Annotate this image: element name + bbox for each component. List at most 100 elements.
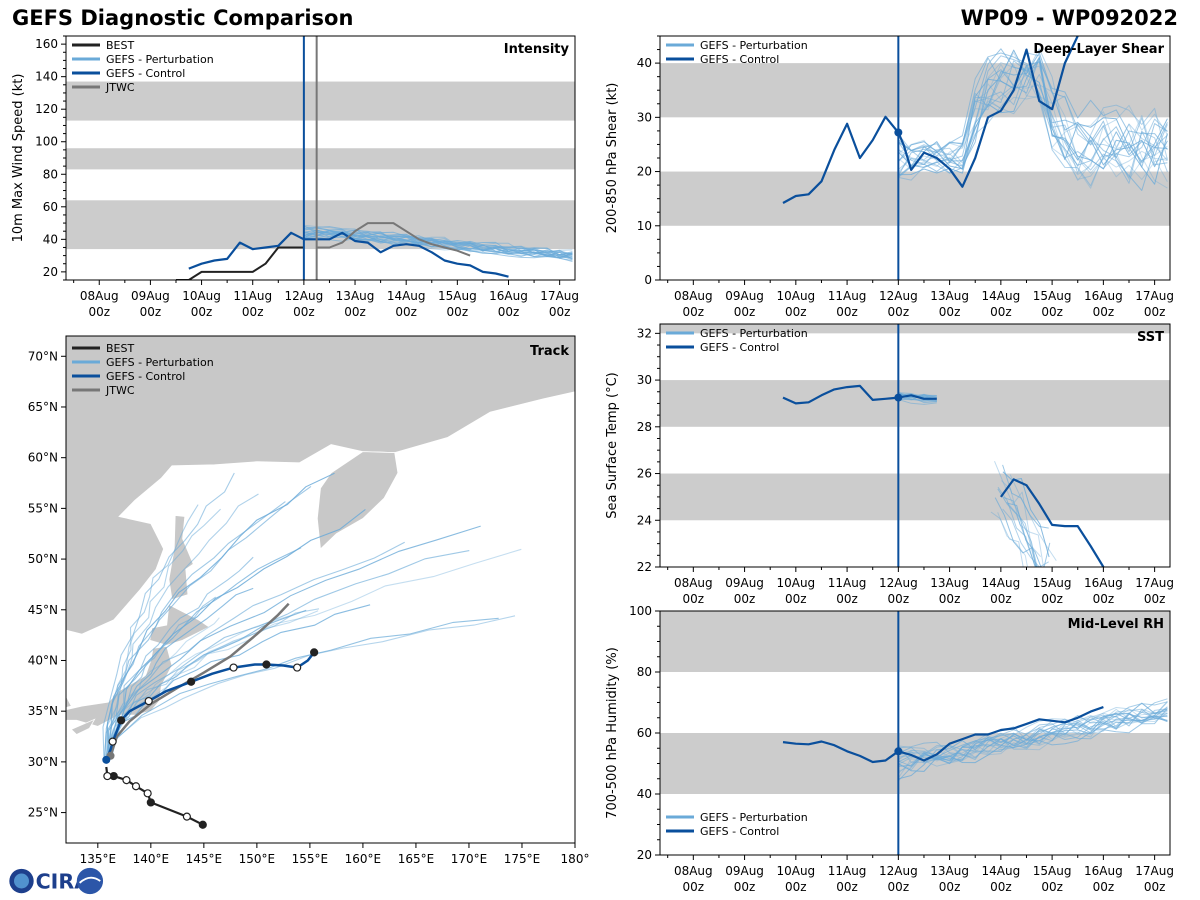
rh-xtick-date: 11Aug [828,864,867,878]
sst-legend-label: GEFS - Perturbation [700,327,808,340]
shear-ensemble-member [897,48,1168,177]
shear-ensemble-member [897,64,1168,180]
rh-xtick-hour: 00z [1041,880,1063,894]
track-ytick-label: 40°N [28,653,58,667]
rh-xtick-date: 08Aug [674,864,713,878]
intensity-xtick-date: 11Aug [233,289,272,303]
intensity-legend-label: JTWC [105,81,135,94]
intensity-legend-label: GEFS - Perturbation [106,53,214,66]
intensity-xtick-hour: 00z [447,305,469,319]
shear-ytick-label: 40 [637,56,652,70]
track-xtick-label: 140°E [133,852,170,866]
shear-title: Deep-Layer Shear [1033,42,1164,57]
shear-xtick-date: 13Aug [930,289,969,303]
rh-legend-item: GEFS - Control [666,825,779,838]
intensity-xtick-date: 10Aug [182,289,221,303]
intensity-legend-item: GEFS - Perturbation [72,53,214,66]
control-track-marker [229,663,238,672]
shear-xtick-hour: 00z [1093,305,1115,319]
rh-xtick-date: 14Aug [982,864,1021,878]
intensity-band-1 [66,148,575,170]
shear-legend-item: GEFS - Control [666,53,779,66]
control-track-marker [117,716,126,725]
rh-xtick-date: 16Aug [1084,864,1123,878]
sst-ensemble-member [1006,501,1038,567]
shear-legend-label: GEFS - Perturbation [700,39,808,52]
intensity-xtick-date: 13Aug [336,289,375,303]
rh-xtick-hour: 00z [1144,880,1166,894]
shear-ensemble-member [897,52,1168,189]
intensity-legend-item: BEST [72,39,134,52]
ensemble-track [105,548,522,759]
rh-band-1 [660,611,1170,672]
shear-xtick-hour: 00z [836,305,858,319]
sst-ytick-label: 26 [637,467,652,481]
intensity-legend-item: JTWC [72,81,135,94]
ensemble-track [108,541,405,759]
rh-ytick-label: 60 [637,726,652,740]
intensity-ylabel: 10m Max Wind Speed (kt) [11,74,26,243]
rh-ensemble-member [898,711,1168,772]
cira-logo: CIRA [9,867,104,895]
sst-xtick-hour: 00z [1144,592,1166,606]
ensemble-track [107,550,470,759]
ensemble-track [107,508,366,759]
intensity-ytick-label: 20 [43,265,58,279]
rh-xtick-date: 17Aug [1135,864,1174,878]
sst-control-line-1 [1000,478,1105,567]
rh-title: Mid-Level RH [1068,617,1164,632]
sst-ytick-label: 24 [637,513,652,527]
shikoku-shape [70,718,96,735]
track-xtick-label: 175°E [504,852,541,866]
best-track-marker [103,771,112,781]
rh-xtick-hour: 00z [1093,880,1115,894]
track-legend-item: GEFS - Control [72,370,185,383]
rh-xtick-hour: 00z [939,880,961,894]
shear-xtick-hour: 00z [1041,305,1063,319]
shear-ensemble-member [898,56,1168,170]
intensity-xtick-hour: 00z [140,305,162,319]
intensity-jtwc-line-2 [316,222,471,257]
shear-legend-item: GEFS - Perturbation [666,39,808,52]
rh-ytick-label: 40 [637,787,652,801]
sst-band-0 [660,473,1170,521]
intensity-xtick-hour: 00z [395,305,417,319]
shear-ensemble-member [898,62,1168,176]
sst-ensemble-member [1002,471,1050,558]
intensity-legend-label: BEST [106,39,134,52]
figure-title: GEFS Diagnostic Comparison [12,6,354,30]
intensity-band-0 [66,200,575,250]
track-ytick-label: 65°N [28,400,58,414]
ensemble-track [107,525,481,759]
track-legend-item: GEFS - Perturbation [72,356,214,369]
sst-xtick-date: 13Aug [930,576,969,590]
shear-xtick-date: 15Aug [1033,289,1072,303]
track-title: Track [530,344,569,359]
intensity-xtick-date: 08Aug [80,289,119,303]
sst-ensemble-member [1001,480,1044,567]
intensity-xtick-date: 16Aug [489,289,528,303]
sst-ensemble-member [1003,497,1051,567]
rh-ensemble-member [898,698,1168,760]
sst-frame [659,323,1171,568]
intensity-ytick-label: 40 [43,232,58,246]
shear-xtick-hour: 00z [1144,305,1166,319]
ensemble-track [107,615,516,759]
rh-ensemble-member [898,712,1168,764]
shear-ensemble-member [897,66,1168,181]
track-ytick-label: 30°N [28,755,58,769]
intensity-ytick-label: 160 [35,37,58,51]
best-track-marker [146,798,155,807]
track-ytick-label: 55°N [28,501,58,515]
sst-ensemble-member [994,497,1037,567]
storm-id-title: WP09 - WP092022 [960,6,1178,30]
track-ytick-label: 35°N [28,704,58,718]
sst-xtick-date: 17Aug [1135,576,1174,590]
sst-xtick-date: 14Aug [982,576,1021,590]
intensity-legend-item: GEFS - Control [72,67,185,80]
rh-ensemble-member [898,701,1168,765]
intensity-xtick-hour: 00z [344,305,366,319]
sst-ensemble-member [997,512,1028,567]
ensemble-track [106,617,499,760]
